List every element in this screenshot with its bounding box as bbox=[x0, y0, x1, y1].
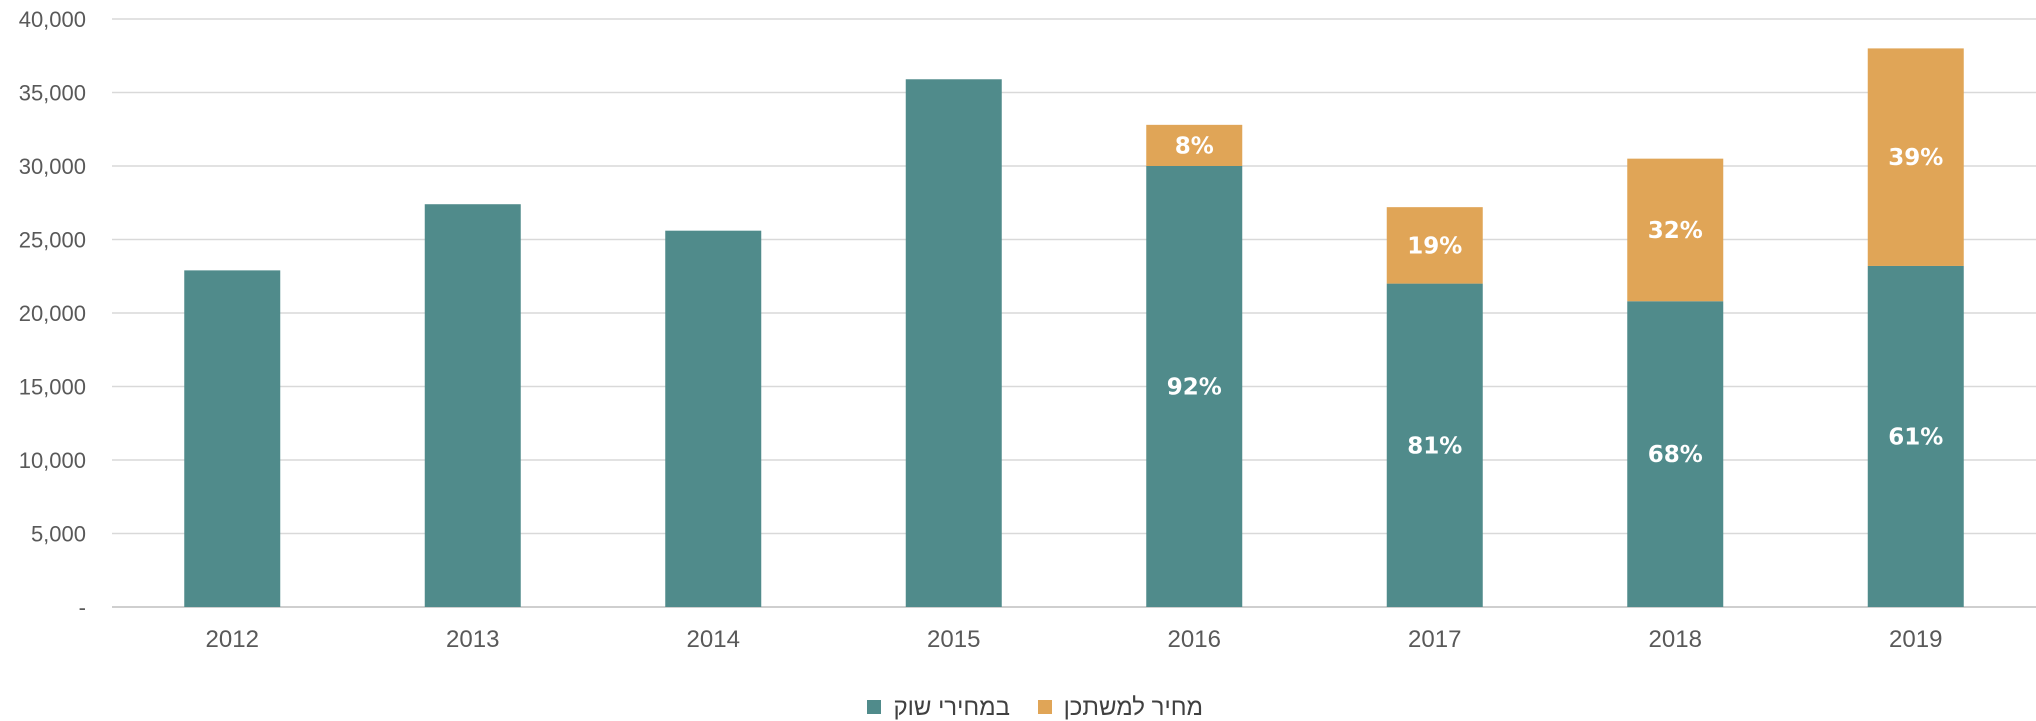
legend-swatch-2 bbox=[1038, 700, 1052, 714]
y-axis-ticks: - 5,000 10,000 15,000 20,000 25,000 30,000 35,0… bbox=[19, 7, 86, 620]
x-tick-label: 2019 bbox=[1889, 626, 1942, 653]
bar-2016-series-1 bbox=[1146, 166, 1243, 607]
bar-2015-series-1 bbox=[905, 79, 1002, 607]
y-tick-label: 40,000 bbox=[19, 7, 86, 32]
bar-2019-series-1 bbox=[1867, 265, 1964, 607]
legend-swatch-1 bbox=[867, 700, 881, 714]
bar-2017-series-2 bbox=[1386, 207, 1483, 284]
bar-2014-series-1 bbox=[665, 230, 762, 607]
data-label: 81% bbox=[1407, 433, 1462, 459]
data-label: 32% bbox=[1648, 218, 1703, 244]
gridlines bbox=[112, 18, 2036, 608]
y-tick-label: 30,000 bbox=[19, 154, 86, 179]
data-label: 39% bbox=[1888, 145, 1943, 171]
y-tick-label: - bbox=[79, 595, 86, 620]
bar-2013-series-1 bbox=[424, 204, 521, 607]
data-label: 61% bbox=[1888, 424, 1943, 450]
legend: במחירי שוק מחיר למשתכן bbox=[867, 694, 1203, 721]
legend-label-2: מחיר למשתכן bbox=[1064, 694, 1203, 721]
x-tick-label: 2012 bbox=[206, 626, 259, 653]
data-label: 92% bbox=[1167, 375, 1222, 401]
bar-2018-series-2 bbox=[1627, 158, 1724, 302]
y-tick-label: 25,000 bbox=[19, 228, 86, 253]
x-tick-label: 2014 bbox=[687, 626, 740, 653]
bar-2018-series-1 bbox=[1627, 301, 1724, 607]
data-label: 68% bbox=[1648, 442, 1703, 468]
bars bbox=[184, 48, 1964, 607]
x-tick-label: 2017 bbox=[1408, 626, 1461, 653]
x-axis-ticks: 2012 2013 2014 2015 2016 2017 2018 2019 bbox=[206, 626, 1943, 653]
bar-2017-series-1 bbox=[1386, 283, 1483, 607]
y-tick-label: 20,000 bbox=[19, 301, 86, 326]
x-tick-label: 2015 bbox=[927, 626, 980, 653]
legend-label-1: במחירי שוק bbox=[893, 694, 1010, 721]
y-tick-label: 35,000 bbox=[19, 81, 86, 106]
data-labels: 92% 8% 81% 19% 68% 32% 61% 39% bbox=[1167, 133, 1944, 468]
y-tick-label: 10,000 bbox=[19, 448, 86, 473]
bar-2016-series-2 bbox=[1146, 124, 1243, 166]
y-tick-label: 15,000 bbox=[19, 375, 86, 400]
x-tick-label: 2016 bbox=[1168, 626, 1221, 653]
x-tick-label: 2013 bbox=[446, 626, 499, 653]
bar-2012-series-1 bbox=[184, 270, 281, 607]
data-label: 19% bbox=[1407, 233, 1462, 259]
bar-2019-series-2 bbox=[1867, 48, 1964, 266]
data-label: 8% bbox=[1175, 133, 1214, 159]
y-tick-label: 5,000 bbox=[31, 522, 86, 547]
x-tick-label: 2018 bbox=[1649, 626, 1702, 653]
